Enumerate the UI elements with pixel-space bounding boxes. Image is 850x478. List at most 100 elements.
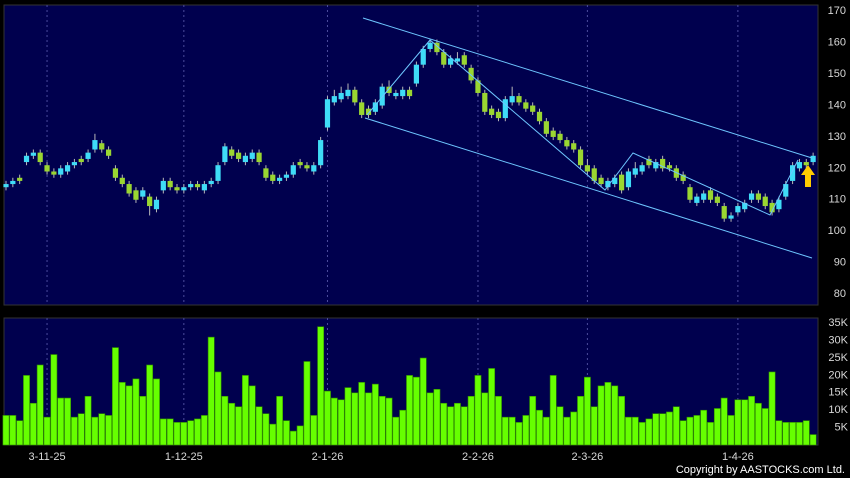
candle-body [564,140,570,147]
candle-body [619,174,625,191]
candle-body [461,55,467,65]
volume-bar [57,397,65,446]
candle-body [742,202,748,210]
volume-bars [2,326,817,446]
volume-bar [522,415,530,446]
y2-tick-label: 25K [828,352,848,364]
candle-body [345,89,351,97]
candle-body [468,67,474,81]
volume-bar [556,406,564,446]
candle-body [612,177,618,185]
y2-tick-label: 10K [828,404,848,416]
channel-top [362,17,813,159]
x-tick-label: 1-12-25 [165,451,203,463]
candle-body [571,143,577,150]
volume-bar [542,416,550,446]
volume-bar [16,420,24,446]
volume-bar [419,357,427,446]
candle-body [632,168,638,175]
volume-bar [707,422,714,446]
volume-bar [118,382,126,446]
volume-bar [125,385,133,446]
volume-bar [809,434,817,446]
volume-bar [173,422,181,446]
candle-body [215,165,221,181]
volume-bar [358,382,366,446]
candle-body [605,180,611,188]
volume-bar [460,406,468,446]
volume-bar [371,383,379,446]
volume-bar [693,415,701,446]
volume-bar [775,420,783,446]
volume-bar [98,413,106,446]
volume-bar [365,392,372,446]
candle-body [475,80,481,93]
y2-tick-label: 30K [828,335,848,347]
volume-bar [166,418,174,446]
volume-bar [454,402,461,446]
trend-lines [362,17,813,259]
volume-bar [488,368,496,446]
candle-body [44,165,50,172]
volume-bar [105,415,112,446]
candle-body [78,158,84,163]
candle-body [174,187,180,191]
volume-bar [139,395,147,446]
candle-body [502,99,508,119]
volume-bar [672,406,680,446]
volume-bar [426,392,434,446]
candle-body [625,171,632,188]
volume-bar [399,409,407,446]
volume-bar [652,413,660,446]
volume-bar [132,378,140,446]
candle-body [687,187,693,200]
volume-bar [235,406,242,446]
volume-bar [515,422,523,446]
volume-bar [666,411,673,446]
candle-body [441,52,447,65]
candle-body [591,168,597,181]
candle-body [140,190,146,197]
y-tick-label: 140 [828,99,846,111]
volume-bar [713,408,721,446]
volume-bar [501,416,509,446]
channel-bottom [364,117,813,259]
volume-bar [720,397,728,446]
candle-body [331,96,337,103]
candle-body [550,130,556,137]
candle-body [454,58,461,62]
labels: 80 90 100 110 120 130 140 150 160 170 5K 10K 15K 20K 2… [28,5,848,463]
volume-bar [768,371,776,446]
volume-bar [529,395,537,446]
volume-bar [378,395,386,446]
candle-body [290,165,296,175]
volume-bar [638,422,646,446]
candle-body [112,168,119,178]
volume-bar [392,416,400,446]
candle-body [270,174,276,181]
volume-bar [214,371,222,446]
candle-body [536,111,543,122]
volume-bar [802,420,810,446]
volume-bar [748,395,755,446]
volume-bar [303,361,311,446]
volume-bar [159,418,167,446]
volume-bar [64,397,71,446]
candle-body [707,190,714,200]
volume-bar [611,385,619,446]
candle-body [338,92,344,100]
candle-body [17,177,23,181]
candle-body [365,108,372,115]
candle-body [222,146,228,163]
volume-bar [474,375,482,446]
volume-bar [782,422,790,446]
volume-bar [631,416,639,446]
candle-body [694,196,700,203]
candle-body [119,177,125,185]
volume-bar [796,422,803,446]
volume-bar [563,416,571,446]
volume-bar [9,415,17,446]
candle-body [167,180,173,188]
candle-body [489,108,495,115]
y-tick-label: 80 [834,288,846,300]
